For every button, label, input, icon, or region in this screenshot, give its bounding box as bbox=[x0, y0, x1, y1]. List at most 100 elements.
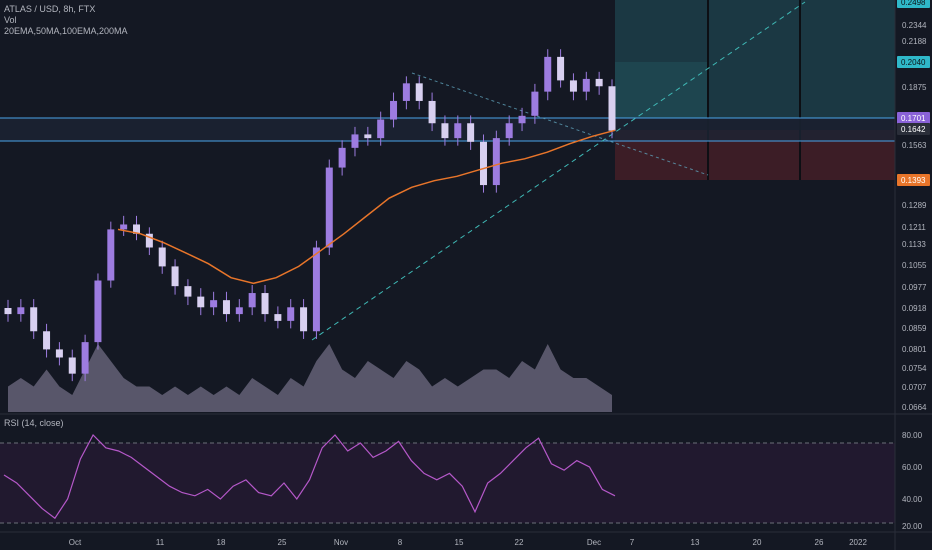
candle-up[interactable] bbox=[492, 138, 500, 186]
time-tick-label: 22 bbox=[515, 538, 524, 547]
candle-down[interactable] bbox=[30, 307, 38, 332]
price-label-level: 0.1701 bbox=[901, 114, 926, 123]
price-tick-label: 0.2188 bbox=[902, 37, 927, 46]
time-tick-label: 8 bbox=[398, 538, 403, 547]
price-label-target: 0.2498 bbox=[901, 0, 926, 7]
candle-up[interactable] bbox=[454, 123, 462, 139]
rsi-legend[interactable]: RSI (14, close) bbox=[4, 418, 64, 428]
candle-up[interactable] bbox=[120, 224, 128, 230]
indicators-legend[interactable]: 20EMA,50MA,100EMA,200MA bbox=[4, 26, 128, 36]
candle-down[interactable] bbox=[145, 233, 153, 248]
price-tick-label: 0.0664 bbox=[902, 403, 927, 412]
candle-up[interactable] bbox=[81, 342, 89, 374]
candle-up[interactable] bbox=[377, 119, 385, 139]
candle-down[interactable] bbox=[133, 224, 141, 234]
candle-down[interactable] bbox=[569, 80, 577, 92]
candle-down[interactable] bbox=[184, 286, 192, 297]
descending-trendline[interactable] bbox=[411, 72, 709, 176]
candle-up[interactable] bbox=[248, 293, 256, 308]
rsi-tick-label: 40.00 bbox=[902, 495, 923, 504]
price-tick-label: 0.1875 bbox=[902, 83, 927, 92]
candle-down[interactable] bbox=[479, 141, 487, 186]
candle-down[interactable] bbox=[415, 83, 423, 101]
candle-down[interactable] bbox=[222, 300, 230, 315]
price-labels: 0.2498 0.2040 0.1701 0.1642 0.1393 bbox=[897, 0, 930, 186]
price-axis[interactable]: 0.2344 0.2188 0.1875 0.1563 0.1289 0.1211 0.11… bbox=[902, 21, 927, 412]
rsi-axis[interactable]: 80.00 60.00 40.00 20.00 bbox=[902, 431, 923, 531]
candle-up[interactable] bbox=[325, 167, 333, 248]
time-tick-label: Dec bbox=[587, 538, 601, 547]
candle-up[interactable] bbox=[338, 147, 346, 168]
price-tick-label: 0.1133 bbox=[902, 240, 926, 249]
candle-down[interactable] bbox=[4, 308, 12, 315]
candle-down[interactable] bbox=[68, 357, 76, 374]
price-tick-label: 0.0859 bbox=[902, 324, 927, 333]
time-tick-label: Oct bbox=[69, 538, 82, 547]
price-label-stop-box bbox=[897, 174, 930, 186]
price-tick-label: 0.2344 bbox=[902, 21, 927, 30]
candle-up[interactable] bbox=[582, 78, 590, 92]
candle-up[interactable] bbox=[107, 229, 115, 281]
candle-down[interactable] bbox=[274, 314, 282, 321]
time-tick-label: 20 bbox=[753, 538, 762, 547]
price-label-current-box bbox=[897, 123, 930, 135]
rsi-tick-label: 80.00 bbox=[902, 431, 923, 440]
price-tick-label: 0.1289 bbox=[902, 201, 927, 210]
candle-down[interactable] bbox=[261, 293, 269, 315]
candle-down[interactable] bbox=[197, 296, 205, 308]
rsi-line[interactable] bbox=[3, 433, 616, 520]
ema-line[interactable] bbox=[117, 129, 616, 285]
candles bbox=[4, 49, 616, 382]
price-tick-label: 0.1563 bbox=[902, 141, 927, 150]
time-axis[interactable]: Oct 11 18 25 Nov 8 15 22 Dec 7 13 20 26 2022 bbox=[69, 538, 868, 547]
candle-up[interactable] bbox=[235, 307, 243, 315]
price-label-current: 0.1642 bbox=[901, 125, 926, 134]
price-tick-label: 0.0801 bbox=[902, 345, 927, 354]
price-label-target: 0.2040 bbox=[901, 58, 926, 67]
candle-up[interactable] bbox=[17, 307, 25, 315]
candle-up[interactable] bbox=[531, 91, 539, 116]
rsi-band bbox=[0, 443, 895, 523]
symbol-title[interactable]: ATLAS / USD, 8h, FTX bbox=[4, 4, 95, 14]
time-tick-label: 13 bbox=[691, 538, 700, 547]
price-tick-label: 0.0977 bbox=[902, 283, 927, 292]
candle-up[interactable] bbox=[505, 123, 513, 139]
candle-up[interactable] bbox=[210, 300, 218, 308]
price-label-target-box bbox=[897, 56, 930, 68]
candle-up[interactable] bbox=[351, 134, 359, 148]
price-tick-label: 0.1211 bbox=[902, 223, 926, 232]
volume-histogram bbox=[8, 344, 612, 412]
price-tick-label: 0.0918 bbox=[902, 304, 927, 313]
candle-up[interactable] bbox=[312, 247, 320, 332]
candle-down[interactable] bbox=[441, 123, 449, 139]
candle-down[interactable] bbox=[55, 349, 63, 358]
price-label-target-box bbox=[897, 0, 930, 8]
candle-up[interactable] bbox=[544, 56, 552, 92]
candle-down[interactable] bbox=[608, 86, 616, 131]
candle-down[interactable] bbox=[43, 331, 51, 350]
long-zone-inner bbox=[615, 62, 707, 118]
price-tick-label: 0.1055 bbox=[902, 261, 927, 270]
candle-up[interactable] bbox=[518, 115, 526, 124]
candle-down[interactable] bbox=[171, 266, 179, 287]
ascending-trendline[interactable] bbox=[311, 1, 806, 341]
time-tick-label: 18 bbox=[217, 538, 226, 547]
candle-up[interactable] bbox=[402, 83, 410, 101]
time-tick-label: 15 bbox=[455, 538, 464, 547]
price-tick-label: 0.0707 bbox=[902, 383, 927, 392]
candle-down[interactable] bbox=[300, 307, 308, 332]
candle-down[interactable] bbox=[158, 247, 166, 267]
candle-up[interactable] bbox=[287, 307, 295, 321]
candle-down[interactable] bbox=[467, 123, 475, 142]
candle-down[interactable] bbox=[364, 134, 372, 139]
candle-down[interactable] bbox=[595, 78, 603, 87]
candle-down[interactable] bbox=[428, 100, 436, 124]
volume-legend[interactable]: Vol bbox=[4, 15, 17, 25]
time-tick-label: 26 bbox=[815, 538, 824, 547]
candle-up[interactable] bbox=[94, 280, 102, 343]
volume-area bbox=[8, 344, 612, 412]
candle-up[interactable] bbox=[390, 100, 398, 120]
candle-down[interactable] bbox=[557, 56, 565, 81]
